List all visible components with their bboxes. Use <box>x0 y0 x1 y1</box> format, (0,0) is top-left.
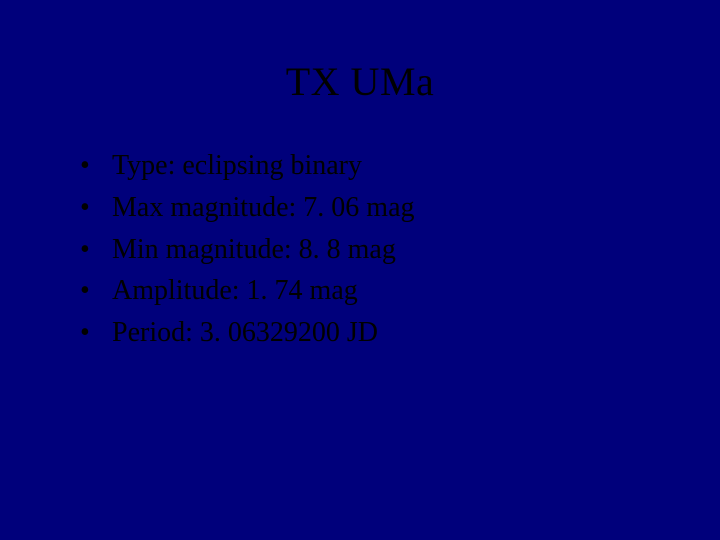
slide-container: TX UMa Type: eclipsing binary Max magnit… <box>0 0 720 540</box>
list-item: Max magnitude: 7. 06 mag <box>80 189 660 227</box>
list-item: Period: 3. 06329200 JD <box>80 314 660 352</box>
list-item: Min magnitude: 8. 8 mag <box>80 231 660 269</box>
bullet-list: Type: eclipsing binary Max magnitude: 7.… <box>60 147 660 352</box>
slide-title: TX UMa <box>60 58 660 105</box>
list-item: Amplitude: 1. 74 mag <box>80 272 660 310</box>
list-item: Type: eclipsing binary <box>80 147 660 185</box>
